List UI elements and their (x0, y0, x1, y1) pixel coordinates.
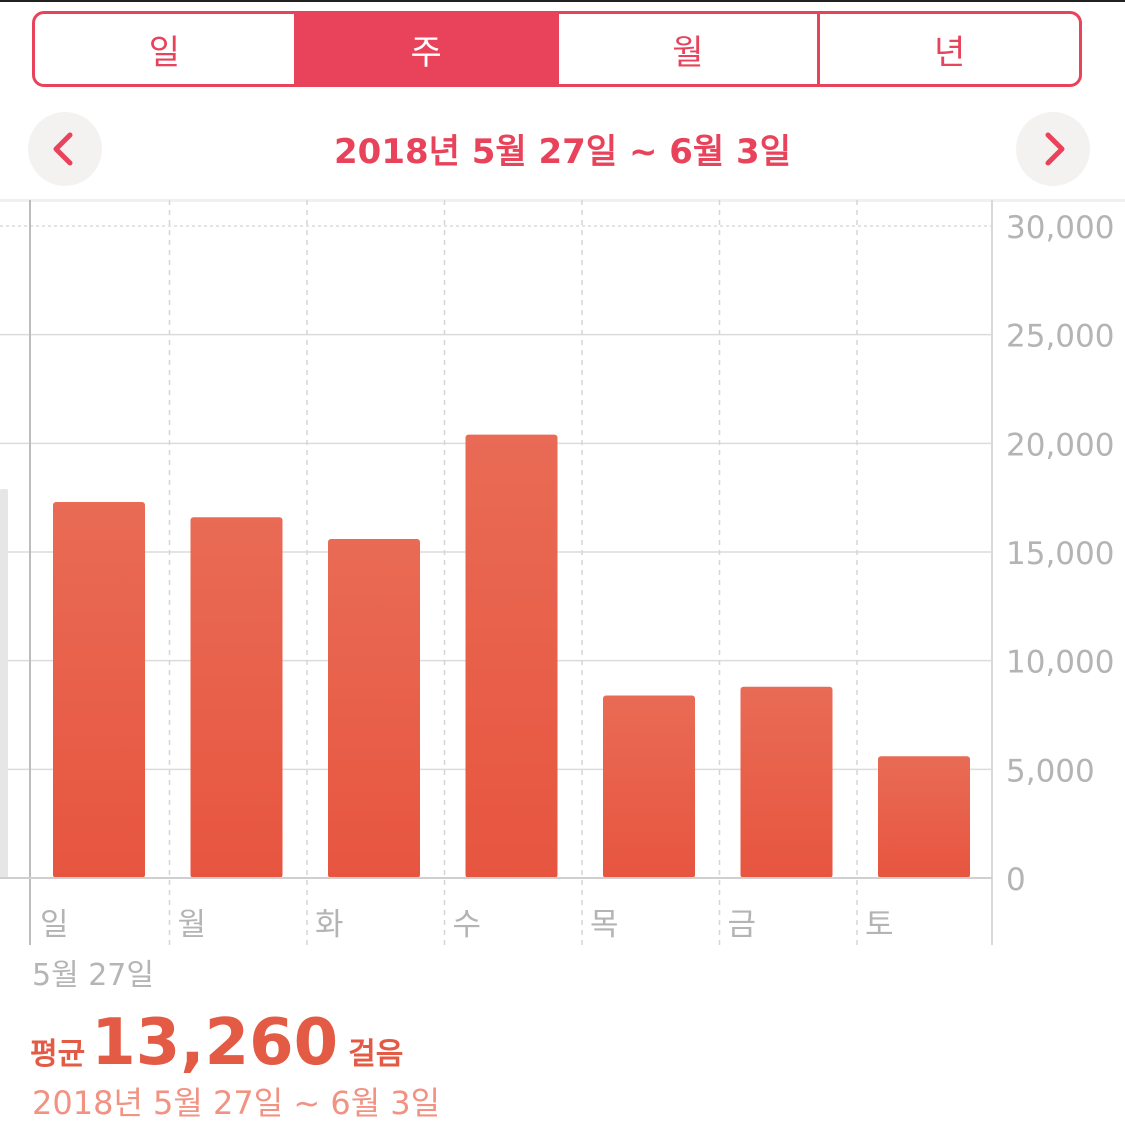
y-tick-label-0: 30,000 (1006, 210, 1114, 246)
segment-week[interactable]: 주 (293, 14, 556, 84)
y-tick-label-3: 15,000 (1006, 536, 1114, 572)
x-tick-label-2: 화 (315, 907, 344, 943)
x-tick-label-5: 금 (728, 907, 757, 943)
average-unit: 걸음 (348, 1037, 404, 1072)
bar-5 (740, 686, 833, 878)
x-tick-label-3: 수 (453, 907, 482, 943)
bar-0 (53, 502, 145, 878)
x-tick-label-6: 토 (865, 907, 894, 943)
nav-divider (0, 199, 1125, 202)
previous-week-bar (0, 488, 8, 878)
top-border (0, 0, 1125, 2)
segment-day[interactable]: 일 (148, 32, 181, 73)
y-tick-label-4: 10,000 (1006, 645, 1114, 681)
x-tick-label-0: 일 (40, 907, 69, 943)
chevron-left-icon (53, 132, 73, 166)
x-tick-label-1: 월 (178, 907, 207, 943)
steps-bar-chart[interactable]: 30,000 25,000 20,000 15,000 10,000 5,000 0 일 월 화 수… (0, 200, 1125, 945)
summary-date-range: 2018년 5월 27일 ~ 6월 3일 (32, 1084, 441, 1122)
y-tick-label-5: 5,000 (1006, 753, 1095, 789)
next-week-button[interactable] (1016, 112, 1090, 186)
bar-2 (328, 538, 420, 878)
y-tick-label-2: 20,000 (1006, 427, 1114, 463)
bar-4 (603, 695, 695, 878)
chevron-right-icon (1045, 132, 1065, 166)
x-tick-label-4: 목 (590, 907, 619, 943)
bar-1 (190, 517, 283, 878)
y-tick-label-6: 0 (1006, 862, 1026, 898)
period-segmented-control: 일 주 월 년 (32, 11, 1082, 87)
previous-week-button[interactable] (28, 112, 102, 186)
bar-3 (465, 434, 558, 878)
date-range-title: 2018년 5월 27일 ~ 6월 3일 (334, 132, 791, 172)
average-label: 평균 (30, 1037, 86, 1072)
average-summary: 평균13,260 걸음 (30, 1006, 403, 1080)
average-value: 13,260 (91, 1006, 339, 1080)
segment-month[interactable]: 월 (555, 14, 818, 84)
bar-6 (878, 756, 970, 878)
y-tick-label-1: 25,000 (1006, 319, 1114, 355)
selected-date-label: 5월 27일 (32, 958, 154, 993)
segment-year[interactable]: 년 (817, 14, 1079, 84)
